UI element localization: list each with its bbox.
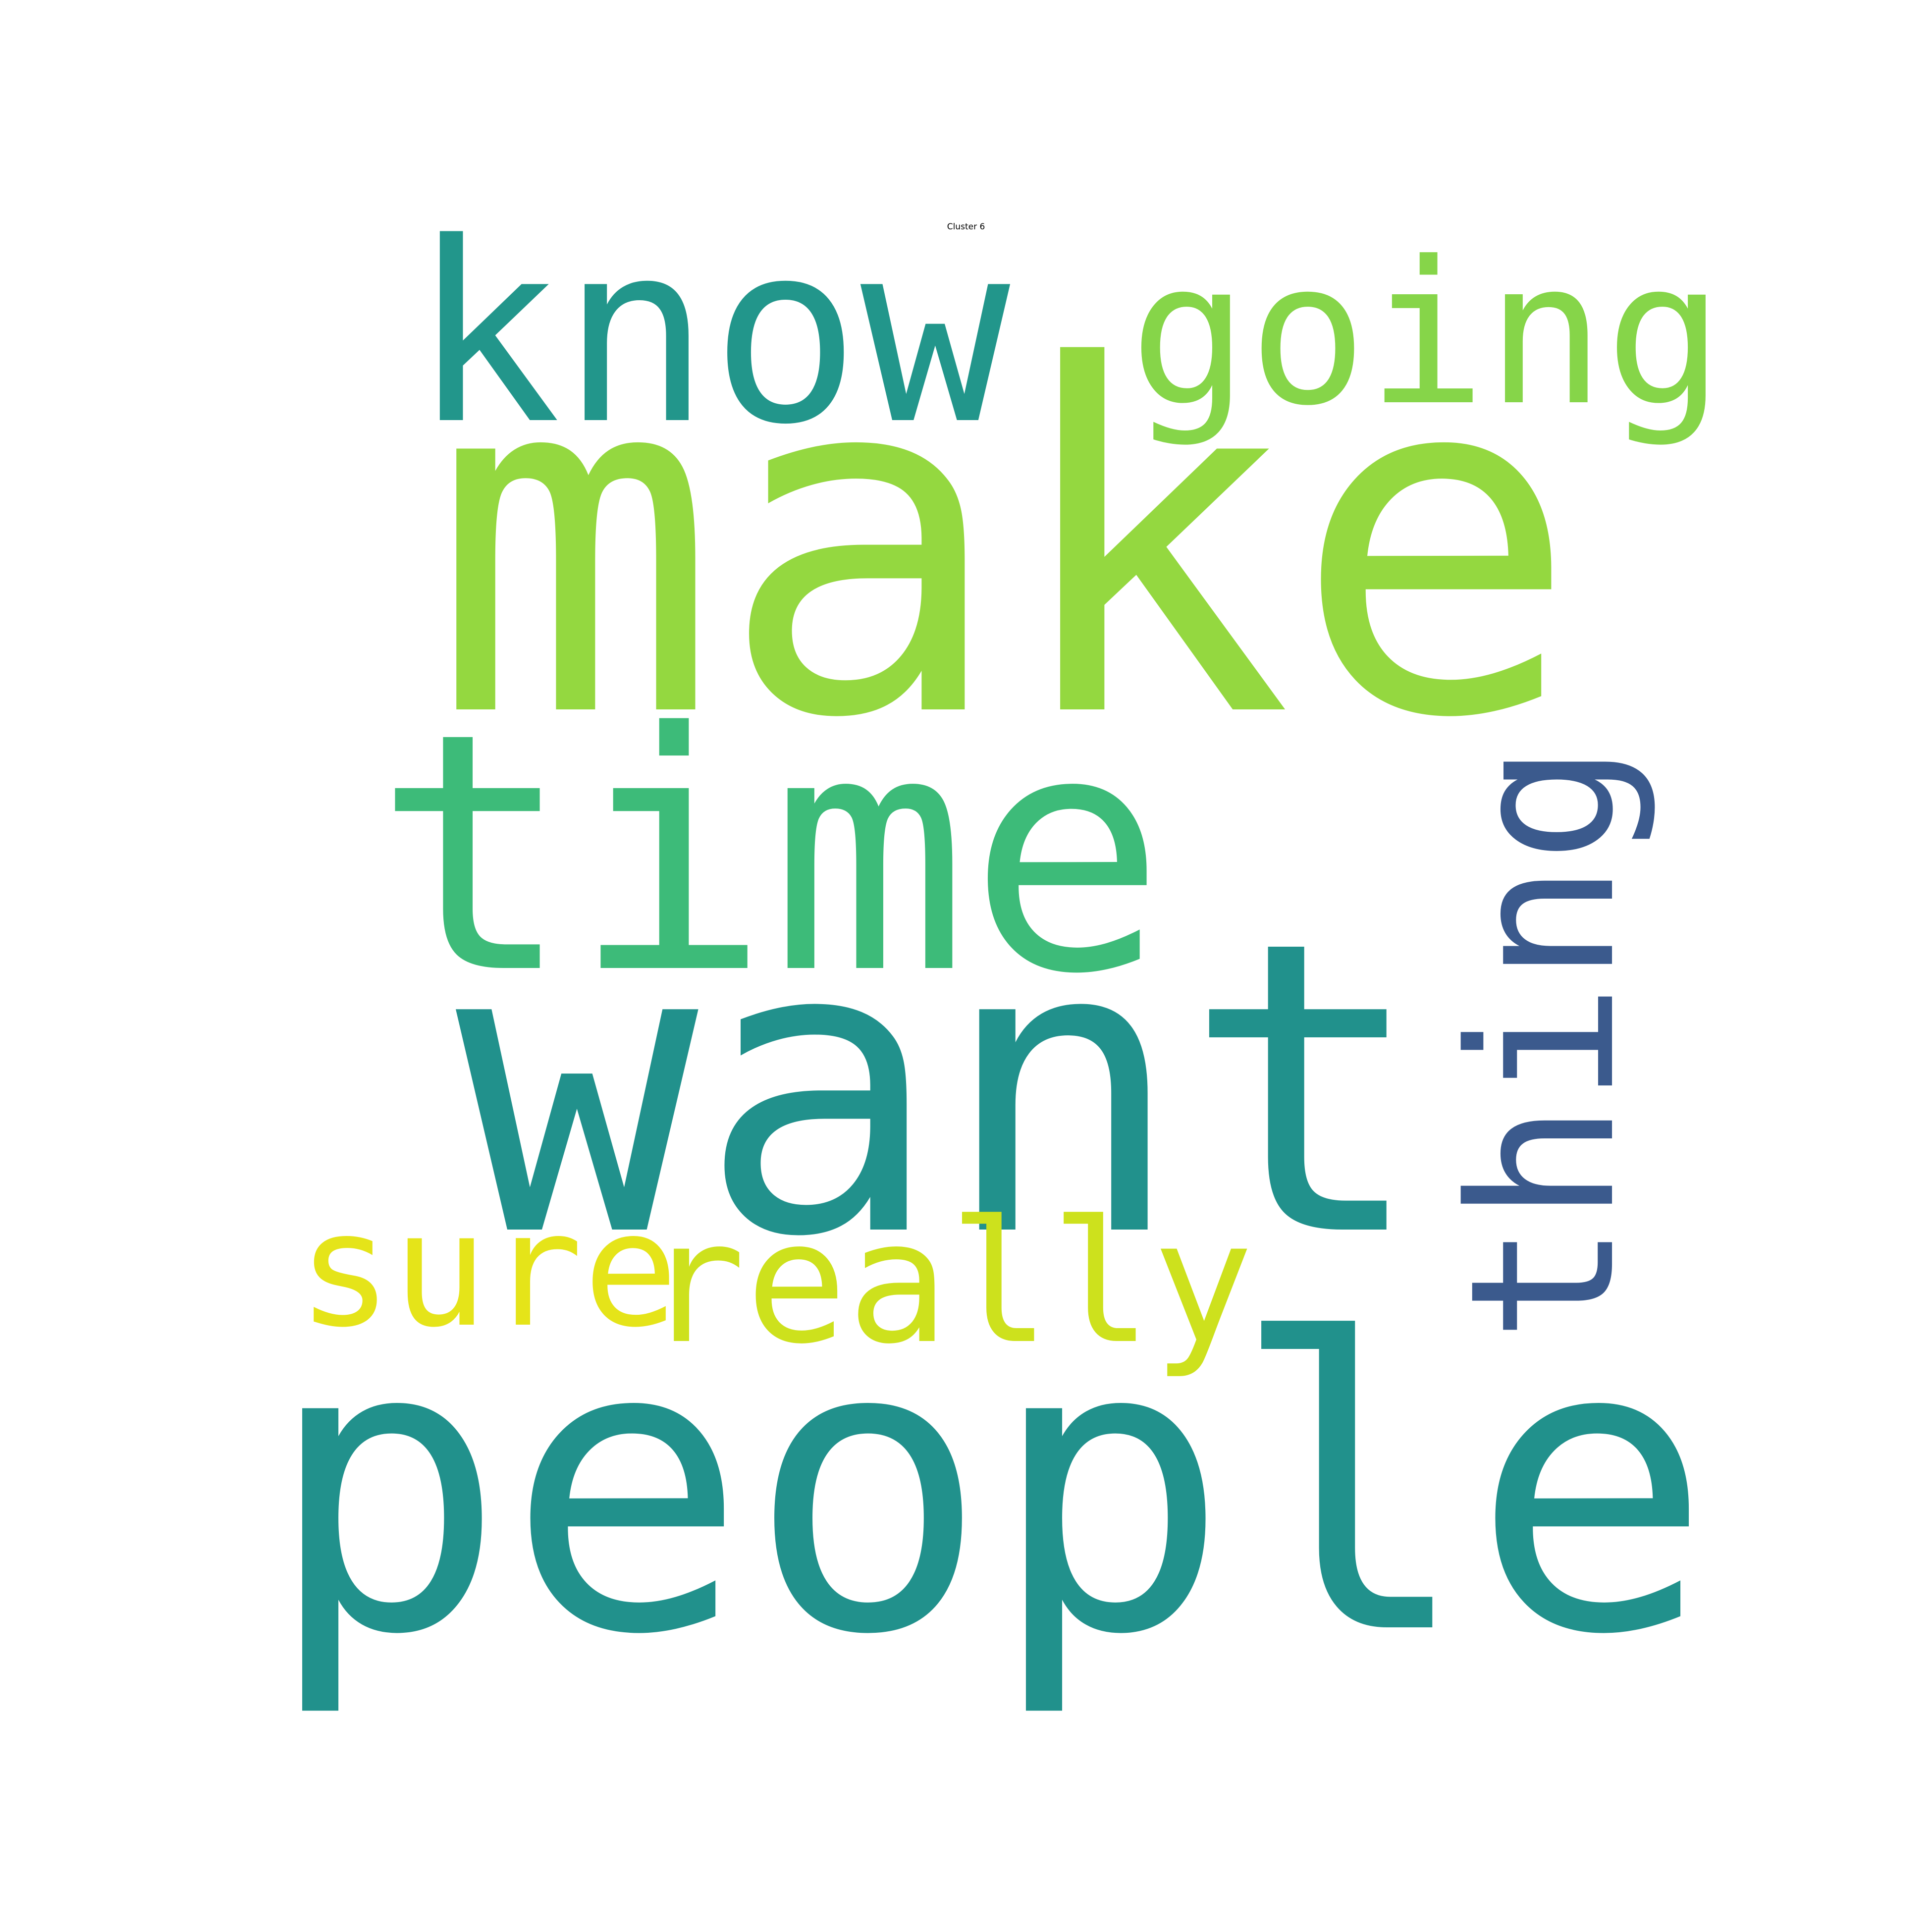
word-know: know (411, 190, 1011, 479)
word-thing: thing (1427, 743, 1660, 1343)
word-want: want (456, 855, 1426, 1325)
word-make: make (431, 267, 1580, 822)
word-people: people (265, 1255, 1713, 1722)
cloud-title: Cluster 6 (947, 222, 985, 232)
word-time: time (374, 663, 1166, 1046)
word-sure: sure (297, 1178, 679, 1362)
word-really: really (644, 1184, 1254, 1381)
word-going: going (1129, 219, 1724, 449)
